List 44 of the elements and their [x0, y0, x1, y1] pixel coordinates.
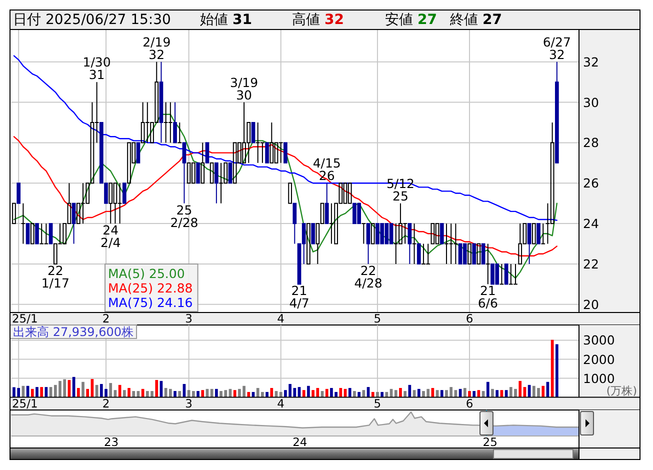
header-text: 高値 32	[292, 12, 344, 28]
data-label: 24 2/4	[100, 222, 121, 250]
y-tick-label: 24	[583, 216, 599, 232]
chart-title: 出来高 27,939,600株	[13, 325, 134, 339]
y-tick-label: 26	[583, 176, 599, 191]
x-tick-label: 25/1	[12, 396, 38, 411]
data-label: 2/19 32	[142, 34, 171, 62]
chart-title: 日付 2025/06/27 15:30	[13, 12, 171, 28]
y-tick-label: 32	[583, 54, 599, 70]
y-axis-title: (万株)	[606, 384, 637, 398]
data-label: 6/27 32	[542, 34, 571, 62]
y-tick-label: 22	[583, 256, 599, 272]
x-tick-label: 6	[466, 396, 474, 411]
x-tick-label: 4	[277, 396, 285, 411]
x-tick-label: 5	[374, 312, 382, 326]
header-text: 始値 31	[200, 12, 252, 28]
y-tick-label: 30	[583, 94, 599, 110]
x-tick-label: 25/1	[12, 312, 38, 326]
header-text: 安値 27	[385, 12, 437, 28]
legend: MA(5) 25.00 MA(25) 22.88 MA(75) 24.16	[104, 264, 198, 312]
x-tick-label: 2	[102, 396, 110, 411]
data-label: 3/19 30	[230, 74, 258, 102]
x-tick-label: 6	[466, 312, 474, 326]
data-label: 1/30 31	[82, 54, 111, 82]
data-label: 22 1/17	[41, 263, 70, 290]
data-label: 25 2/28	[170, 202, 198, 230]
x-tick-label: 3	[185, 312, 192, 326]
x-tick-label: 3	[185, 396, 192, 411]
header-text: 終値 27	[450, 12, 502, 28]
x-tick-label: 24	[292, 435, 308, 450]
x-tick-label: 2	[102, 312, 110, 326]
data-label: 21 6/6	[478, 283, 498, 311]
y-tick-label: 2000	[583, 352, 615, 367]
x-tick-label: 4	[277, 312, 285, 326]
data-label: 21 4/7	[289, 283, 310, 311]
y-tick-label: 3000	[583, 332, 615, 348]
x-tick-label: 25	[482, 435, 498, 450]
x-tick-label: 23	[104, 435, 119, 450]
x-tick-label: 5	[374, 396, 382, 411]
data-label: 22 4/28	[354, 263, 382, 290]
y-tick-label: 20	[583, 296, 599, 312]
data-label: 4/15 26	[312, 156, 341, 184]
y-tick-label: 1000	[583, 370, 615, 386]
y-tick-label: 28	[583, 135, 599, 150]
